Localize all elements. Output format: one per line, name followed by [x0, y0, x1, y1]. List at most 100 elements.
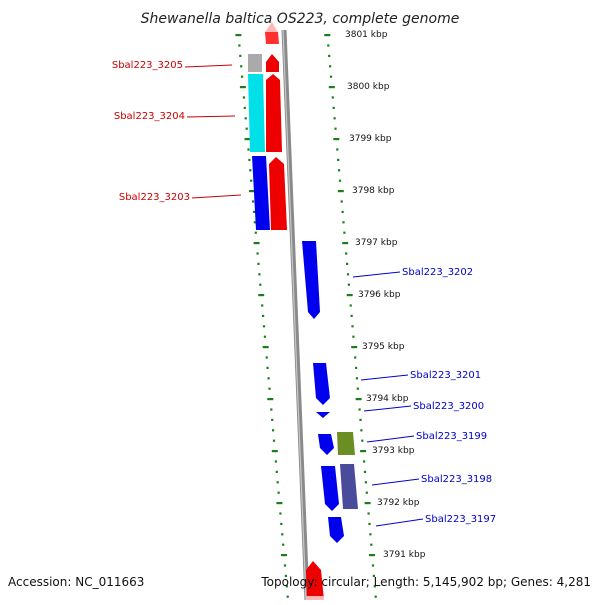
gene-sbal223_3200[interactable]	[316, 412, 330, 418]
major-tick	[355, 398, 362, 401]
minor-tick	[276, 481, 279, 484]
major-tick	[253, 242, 260, 245]
gene-label[interactable]: Sbal223_3201	[410, 370, 481, 381]
topology-text: Topology: circular; Length: 5,145,902 bp…	[260, 575, 591, 589]
minor-tick	[347, 283, 350, 286]
gene-label[interactable]: Sbal223_3203	[119, 192, 190, 203]
minor-tick	[283, 564, 287, 567]
forward-gene-labels: Sbal223_3205 Sbal223_3204 Sbal223_3203	[112, 60, 242, 203]
minor-tick	[343, 231, 346, 234]
minor-tick	[253, 221, 256, 224]
minor-tick	[254, 231, 257, 234]
minor-tick	[329, 75, 333, 78]
minor-tick	[262, 325, 266, 328]
gene-sbal223_3201[interactable]	[313, 363, 330, 405]
minor-tick	[363, 470, 367, 473]
minor-tick	[373, 585, 376, 588]
gene-sbal223_3205[interactable]	[248, 54, 262, 72]
gene-label[interactable]: Sbal223_3197	[425, 514, 496, 525]
minor-tick	[275, 470, 278, 473]
minor-tick	[286, 595, 289, 598]
gene-sbal223_3203[interactable]	[252, 156, 270, 230]
kbp-label: 3799 kbp	[349, 134, 392, 144]
major-tick	[276, 502, 283, 505]
kbp-label: 3796 kbp	[358, 290, 401, 300]
minor-tick	[338, 169, 341, 172]
minor-tick	[352, 335, 355, 338]
minor-tick	[351, 325, 354, 328]
minor-tick	[248, 158, 251, 161]
gene-sbal223_3204[interactable]	[248, 74, 265, 152]
minor-tick	[341, 210, 344, 213]
major-tick	[271, 450, 278, 453]
minor-tick	[251, 200, 255, 203]
minor-tick	[331, 96, 334, 99]
gene-label[interactable]: Sbal223_3199	[416, 431, 487, 442]
minor-tick	[364, 481, 367, 484]
gene-label[interactable]: Sbal223_3202	[402, 267, 473, 278]
minor-tick	[263, 335, 266, 338]
gene-label[interactable]: Sbal223_3204	[114, 111, 185, 122]
minor-tick	[259, 283, 262, 286]
minor-tick	[271, 418, 274, 421]
minor-tick	[281, 533, 284, 536]
kbp-label: 3800 kbp	[347, 82, 390, 92]
genome-title: Shewanella baltica OS223, complete genom…	[141, 11, 460, 27]
minor-tick	[369, 533, 372, 536]
kbp-label: 3801 kbp	[345, 30, 388, 40]
kbp-label: 3794 kbp	[366, 394, 409, 404]
red-feature	[306, 561, 324, 600]
minor-tick	[338, 179, 342, 182]
major-tick	[281, 554, 287, 557]
gene-sbal223_3199[interactable]	[318, 434, 334, 455]
minor-tick	[372, 574, 375, 577]
minor-tick	[266, 366, 269, 369]
minor-tick	[349, 304, 352, 307]
reverse-strand-track	[302, 241, 358, 543]
minor-tick	[356, 387, 359, 390]
minor-tick	[261, 304, 264, 307]
minor-tick	[346, 273, 350, 276]
gene-label[interactable]: Sbal223_3205	[112, 60, 183, 71]
minor-tick	[359, 418, 362, 421]
minor-tick	[367, 512, 370, 515]
minor-tick	[360, 429, 363, 432]
minor-tick	[346, 262, 349, 265]
minor-tick	[327, 44, 330, 47]
minor-tick	[334, 127, 337, 130]
minor-tick	[247, 148, 250, 151]
minor-tick	[272, 429, 275, 432]
red-feature	[266, 74, 282, 152]
gene-sbal223_3202[interactable]	[302, 241, 320, 319]
right-tick-track	[324, 34, 377, 598]
major-tick	[324, 34, 331, 37]
gene-label[interactable]: Sbal223_3198	[421, 474, 492, 485]
minor-tick	[262, 314, 265, 317]
minor-tick	[370, 543, 373, 546]
minor-tick	[350, 314, 353, 317]
gene-sbal223_3198[interactable]	[321, 466, 339, 511]
minor-tick	[368, 522, 371, 525]
major-tick	[351, 346, 358, 349]
slate-feature	[340, 464, 358, 509]
kbp-label: 3798 kbp	[352, 186, 395, 196]
gene-label[interactable]: Sbal223_3200	[413, 401, 484, 412]
gene-sbal223_3197[interactable]	[328, 517, 344, 543]
minor-tick	[282, 543, 285, 546]
minor-tick	[249, 169, 252, 172]
minor-tick	[242, 96, 245, 99]
minor-tick	[274, 460, 277, 463]
kbp-scale: 3801 kbp 3800 kbp 3799 kbp 3798 kbp 3797…	[345, 30, 426, 560]
minor-tick	[328, 54, 331, 57]
minor-tick	[250, 179, 253, 182]
minor-tick	[358, 408, 361, 411]
minor-tick	[337, 158, 340, 161]
minor-tick	[374, 595, 377, 598]
minor-tick	[340, 200, 343, 203]
minor-tick	[252, 210, 256, 213]
minor-tick	[355, 366, 358, 369]
minor-tick	[258, 273, 261, 276]
minor-tick	[243, 106, 246, 109]
major-tick	[342, 242, 349, 245]
